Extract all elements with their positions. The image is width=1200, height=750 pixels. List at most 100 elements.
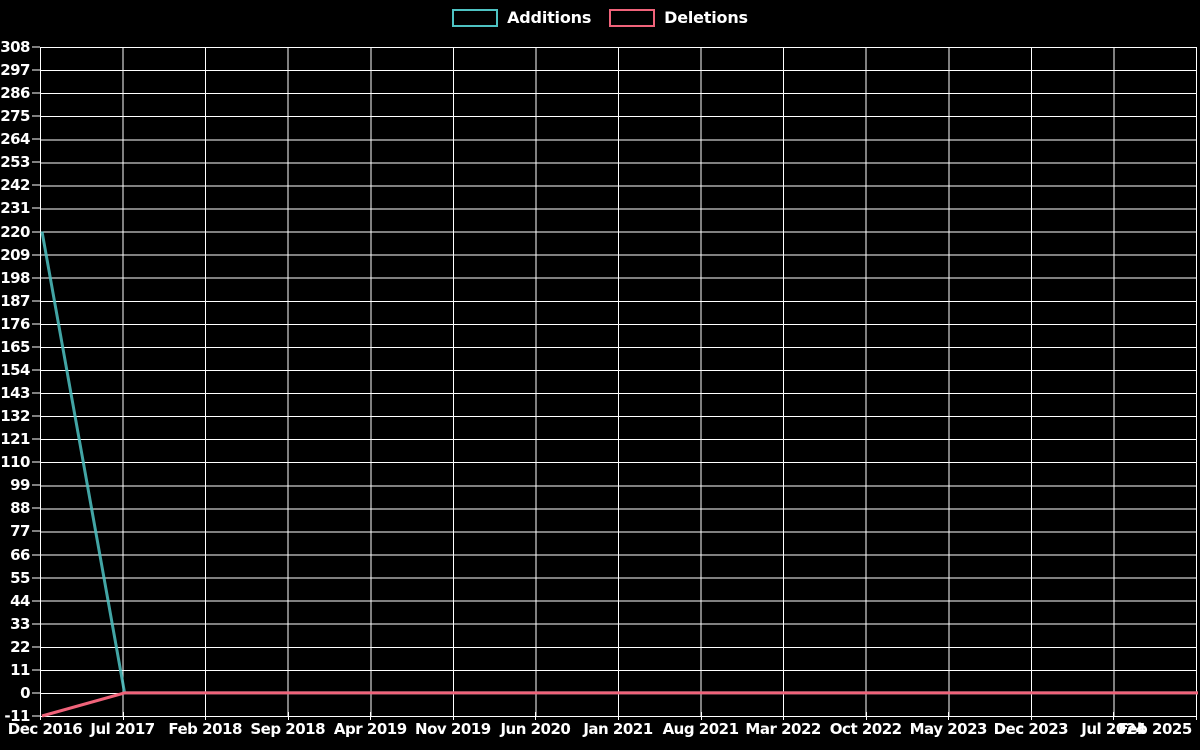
- x-axis-tick-label: May 2023: [909, 720, 988, 738]
- x-axis-tick-label: Jul 2024: [1081, 720, 1146, 738]
- y-axis-tick-mark: [32, 438, 40, 440]
- chart-legend: Additions Deletions: [0, 0, 1200, 36]
- legend-entry-deletions[interactable]: Deletions: [609, 9, 748, 27]
- x-axis-tick-mark: [1030, 712, 1032, 720]
- y-axis-tick-label: 143: [0, 384, 30, 403]
- y-axis-tick-mark: [32, 692, 40, 694]
- y-axis-tick-label: 176: [0, 314, 30, 333]
- x-axis-tick-label: Oct 2022: [829, 720, 902, 738]
- x-axis-tick-label: Mar 2022: [745, 720, 821, 738]
- y-axis-tick-mark: [32, 507, 40, 509]
- x-axis-tick-label: Dec 2016: [7, 720, 83, 738]
- y-axis-tick-label: 198: [0, 268, 30, 287]
- x-axis-tick-label: Apr 2019: [333, 720, 407, 738]
- x-axis-labels: Dec 2016 Jul 2017 Feb 2018 Sep 2018 Apr 2019…: [0, 712, 1200, 750]
- y-axis-tick-label: 264: [0, 130, 30, 149]
- y-axis-tick-mark: [32, 646, 40, 648]
- y-axis-tick-label: 220: [0, 222, 30, 241]
- legend-label-additions: Additions: [507, 8, 592, 27]
- y-axis-tick-mark: [32, 92, 40, 94]
- y-axis-tick-label: 209: [0, 245, 30, 264]
- y-axis-tick-mark: [32, 623, 40, 625]
- y-axis-tick-mark: [32, 231, 40, 233]
- legend-label-deletions: Deletions: [664, 8, 748, 27]
- y-axis-tick-label: -11: [4, 707, 30, 725]
- x-axis-tick-mark: [1196, 712, 1197, 720]
- y-axis-tick-label: 55: [10, 568, 30, 587]
- y-axis-tick-label: 66: [10, 545, 30, 564]
- x-axis-tick-mark: [122, 712, 124, 720]
- y-axis-tick-mark: [32, 369, 40, 371]
- y-axis-tick-label: 0: [20, 683, 30, 702]
- gridlines: [40, 47, 1197, 717]
- x-axis-tick-mark: [618, 712, 619, 720]
- x-axis-tick-mark: [535, 712, 537, 720]
- y-axis-tick-label: 308: [0, 38, 30, 56]
- y-axis-tick-mark: [32, 69, 40, 71]
- x-axis-tick-mark: [40, 712, 41, 720]
- legend-swatch-additions: [452, 9, 499, 27]
- y-axis-tick-mark: [32, 461, 40, 463]
- x-axis-tick-label: Jun 2020: [500, 720, 571, 738]
- plot-area: [40, 47, 1198, 718]
- y-axis-tick-label: 275: [0, 107, 30, 126]
- y-axis-tick-label: 286: [0, 84, 30, 103]
- x-axis-tick-mark: [865, 712, 867, 720]
- x-axis-tick-mark: [287, 712, 289, 720]
- y-axis-tick-label: 132: [0, 407, 30, 426]
- y-axis-tick-label: 11: [10, 660, 30, 679]
- x-axis-tick-mark: [452, 712, 454, 720]
- y-axis-tick-mark: [32, 207, 40, 209]
- x-axis-tick-label: Feb 2018: [168, 720, 242, 738]
- y-axis-tick-mark: [32, 277, 40, 279]
- y-axis-tick-label: 77: [10, 522, 30, 541]
- y-axis-tick-mark: [32, 300, 40, 302]
- y-axis-tick-label: 33: [10, 614, 30, 633]
- y-axis-tick-mark: [32, 577, 40, 579]
- y-axis-tick-label: 154: [0, 360, 30, 379]
- x-axis-tick-mark: [370, 712, 372, 720]
- y-axis-tick-mark: [32, 669, 40, 671]
- x-axis-tick-mark: [205, 712, 207, 720]
- y-axis-tick-mark: [32, 323, 40, 325]
- y-axis-tick-label: 242: [0, 176, 30, 195]
- series-line: [40, 231, 1198, 695]
- x-axis-tick-mark: [1113, 712, 1115, 720]
- y-axis-tick-mark: [32, 115, 40, 117]
- y-axis-tick-label: 88: [10, 499, 30, 518]
- y-axis-tick-mark: [32, 392, 40, 394]
- x-axis-tick-label: Jul 2017: [90, 720, 155, 738]
- x-axis-tick-mark: [948, 712, 950, 720]
- y-axis-tick-mark: [32, 346, 40, 348]
- y-axis-tick-label: 22: [10, 637, 30, 656]
- y-axis-tick-mark: [32, 554, 40, 556]
- y-axis-tick-label: 121: [0, 430, 30, 449]
- y-axis-tick-mark: [32, 254, 40, 256]
- y-axis-tick-label: 44: [10, 591, 30, 610]
- x-axis-tick-label: Aug 2021: [662, 720, 740, 738]
- x-axis-tick-mark: [700, 712, 702, 720]
- y-axis-tick-mark: [32, 600, 40, 602]
- legend-swatch-deletions: [609, 9, 656, 27]
- y-axis-tick-mark: [32, 161, 40, 163]
- y-axis-tick-mark: [32, 415, 40, 417]
- y-axis-tick-mark: [32, 484, 40, 486]
- y-axis-tick-label: 253: [0, 153, 30, 172]
- y-axis-tick-label: 99: [10, 476, 30, 495]
- y-axis-tick-label: 297: [0, 61, 30, 80]
- x-axis-tick-mark: [783, 712, 785, 720]
- x-axis-tick-label: Nov 2019: [415, 720, 491, 738]
- y-axis-tick-label: 231: [0, 199, 30, 218]
- y-axis-tick-mark: [32, 184, 40, 186]
- y-axis-tick-mark: [32, 138, 40, 140]
- y-axis-tick-mark: [32, 530, 40, 532]
- x-axis-tick-label: Sep 2018: [250, 720, 326, 738]
- x-axis-tick-label: Dec 2023: [993, 720, 1069, 738]
- y-axis-tick-mark: [32, 46, 40, 48]
- y-axis-labels: 308 297 286 275 264 253 242 231 220 209 198 187 176 1…: [0, 0, 40, 750]
- data-series-layer: [40, 231, 1198, 718]
- y-axis-tick-label: 187: [0, 291, 30, 310]
- series-line: [41, 691, 1198, 718]
- legend-entry-additions[interactable]: Additions: [452, 9, 591, 27]
